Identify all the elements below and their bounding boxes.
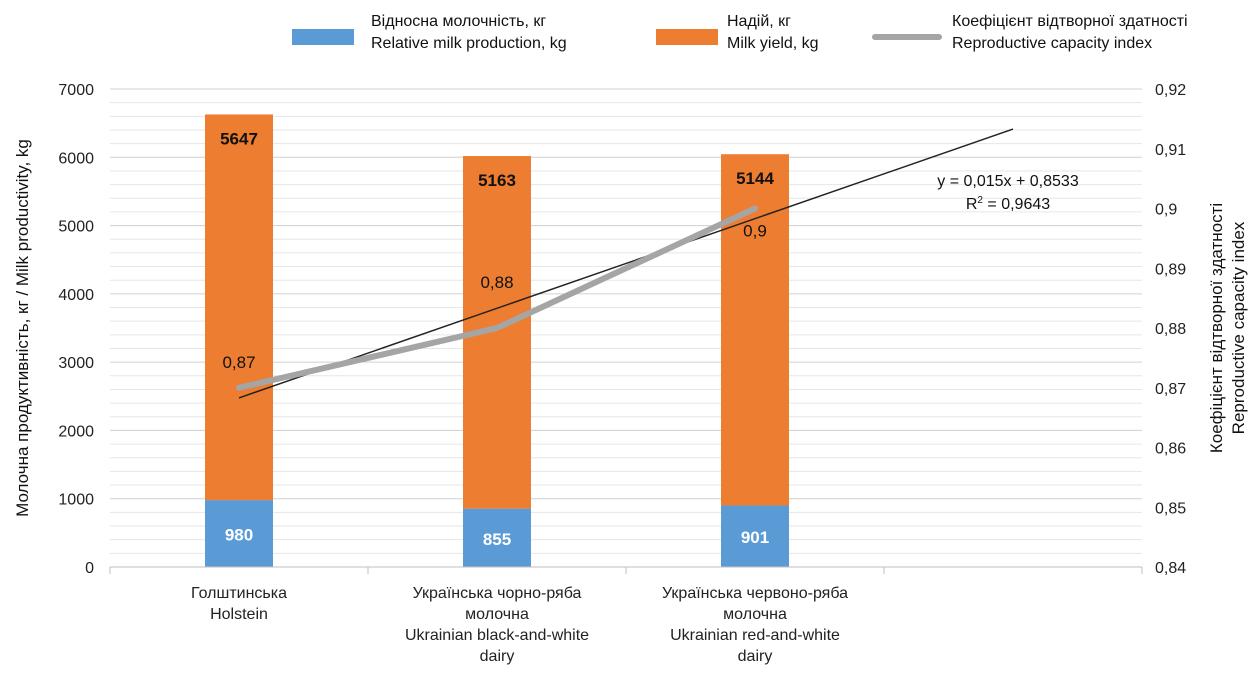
data-labels: 980 5647 855 5163 901 5144 0,87 0,88 0,9: [220, 129, 774, 548]
y-tick-label: 5000: [58, 219, 94, 236]
axes: 0 1000 2000 3000 4000 5000 6000 7000 0,84 0,85 0,8…: [58, 82, 1186, 665]
legend-swatch: [292, 29, 354, 45]
y2-tick-label: 0,85: [1155, 500, 1186, 517]
data-label-relative-milk: 901: [741, 528, 769, 547]
index-line: [236, 205, 758, 391]
bars: [205, 114, 789, 567]
data-label-index: 0,87: [222, 353, 255, 372]
index-series: [236, 205, 758, 391]
bar-milk-yield: [205, 114, 273, 501]
data-label-milk-yield: 5144: [736, 169, 774, 188]
y-tick-label: 0: [85, 560, 94, 577]
y2-tick-label: 0,9: [1155, 202, 1177, 219]
data-label-milk-yield: 5163: [478, 171, 516, 190]
category-label: Українська чорно-ряба молочна Ukrainian bl…: [405, 585, 589, 665]
y2-tick-label: 0,91: [1155, 142, 1186, 159]
axis-titles: Молочна продуктивність, кг / Milk produc…: [13, 139, 1248, 517]
y2-tick-label: 0,87: [1155, 381, 1186, 398]
legend-label: Надій, кг Milk yield, kg: [727, 13, 819, 52]
bar-relative-milk: [205, 500, 273, 567]
legend-swatch: [656, 29, 718, 45]
legend-label: Коефіцієнт відтворної здатності Reproduct…: [952, 13, 1188, 52]
bar-relative-milk: [721, 505, 789, 567]
y-tick-label: 1000: [58, 492, 94, 509]
y-tick-label: 7000: [58, 82, 94, 99]
y2-tick-label: 0,86: [1155, 441, 1186, 458]
y-tick-label: 4000: [58, 287, 94, 304]
legend-label: Відносна молочність, кг Relative milk pro…: [371, 13, 567, 52]
bar-relative-milk: [463, 508, 531, 567]
y2-tick-label: 0,84: [1155, 560, 1186, 577]
y2-tick-label: 0,89: [1155, 261, 1186, 278]
legend: Відносна молочність, кг Relative milk pro…: [292, 13, 1188, 52]
y-tick-label: 6000: [58, 150, 94, 167]
y-axis-title: Молочна продуктивність, кг / Milk produc…: [13, 139, 32, 517]
trendline-r2: R2 = 0,9643: [966, 195, 1050, 213]
trendline-path: [238, 128, 1014, 399]
category-label: Українська червоно-ряба молочна Ukrainian …: [662, 585, 848, 665]
data-label-relative-milk: 980: [225, 526, 253, 545]
data-label-relative-milk: 855: [483, 530, 511, 549]
gridlines: [110, 88, 1142, 568]
y-tick-label: 3000: [58, 355, 94, 372]
data-label-index: 0,88: [480, 273, 513, 292]
y2-tick-label: 0,88: [1155, 321, 1186, 338]
y2-tick-label: 0,92: [1155, 82, 1186, 99]
data-label-index: 0,9: [743, 222, 767, 241]
category-label: Голштинська Holstein: [191, 585, 287, 623]
trendline-equation: y = 0,015x + 0,8533: [937, 173, 1079, 190]
trendline: y = 0,015x + 0,8533 R2 = 0,9643: [238, 128, 1079, 399]
y-tick-label: 2000: [58, 423, 94, 440]
y2-axis-title: Коефіцієнт відтворної здатності Reproduct…: [1207, 203, 1248, 453]
data-label-milk-yield: 5647: [220, 129, 258, 148]
bar-milk-yield: [721, 154, 789, 506]
